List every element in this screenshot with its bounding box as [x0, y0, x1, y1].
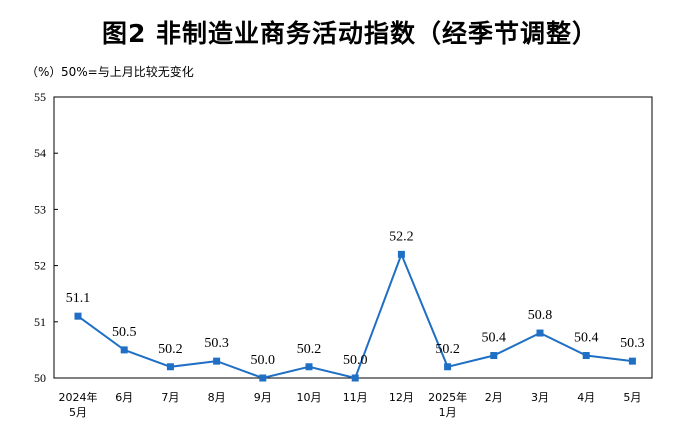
y-tick-label: 55 — [34, 90, 46, 104]
x-tick-label-line: 7月 — [161, 391, 179, 404]
data-labels: 51.1 50.5 50.2 50.3 50.0 50.2 50.0 52.2 50.2 50.4… — [66, 229, 645, 368]
x-tick-label: 5月 — [623, 391, 641, 404]
data-point-marker — [259, 374, 267, 382]
baseline-note: 50%=与上月比较无变化 — [61, 65, 194, 79]
x-tick-label-line: 3月 — [531, 391, 549, 404]
data-point-marker — [351, 374, 359, 382]
y-axis-ticks: 50 51 52 53 54 55 — [34, 90, 58, 385]
data-point-marker — [582, 352, 590, 360]
x-tick-label-line: 12月 — [389, 391, 414, 404]
x-tick-label-line: 1月 — [439, 406, 457, 419]
data-label: 50.5 — [112, 325, 137, 340]
x-tick-label-line: 6月 — [115, 391, 133, 404]
series-markers — [74, 250, 636, 382]
x-tick-label: 10月 — [297, 391, 322, 404]
x-tick-label: 7月 — [161, 391, 179, 404]
data-point-marker — [305, 363, 313, 371]
data-label: 50.4 — [574, 331, 599, 346]
data-label: 50.0 — [343, 353, 368, 368]
data-point-marker — [74, 312, 82, 320]
x-tick-label: 2025年 1月 — [428, 390, 467, 419]
x-tick-label: 3月 — [531, 391, 549, 404]
x-tick-label-line: 10月 — [297, 391, 322, 404]
data-label: 50.3 — [620, 336, 645, 351]
y-tick-label: 53 — [34, 202, 46, 216]
x-axis-ticks: 2024年 5月 6月 7月 8月 9月 10月 11月 12月 2025年 1月 2月 3月 4月 5月 — [59, 390, 642, 419]
data-point-marker — [490, 352, 498, 360]
data-point-marker — [166, 363, 174, 371]
y-tick-label: 54 — [34, 146, 46, 160]
data-point-marker — [213, 357, 221, 365]
x-tick-label-line: 8月 — [208, 391, 226, 404]
x-tick-label: 9月 — [254, 391, 272, 404]
data-label: 51.1 — [66, 291, 91, 306]
y-tick-label: 52 — [34, 259, 46, 273]
chart-title: 图2 非制造业商务活动指数（经季节调整） — [101, 19, 599, 48]
data-label: 50.2 — [297, 342, 322, 357]
data-point-marker — [444, 363, 452, 371]
data-point-marker — [120, 346, 128, 354]
x-tick-label: 2月 — [485, 391, 503, 404]
x-tick-label-line: 2月 — [485, 391, 503, 404]
data-label: 52.2 — [389, 229, 414, 244]
data-label: 50.8 — [528, 308, 553, 323]
data-label: 50.2 — [435, 342, 460, 357]
x-tick-label: 11月 — [343, 391, 368, 404]
x-tick-label: 6月 — [115, 391, 133, 404]
data-point-marker — [628, 357, 636, 365]
data-point-marker — [536, 329, 544, 337]
x-tick-label-line: 2025年 — [428, 390, 467, 404]
x-tick-label: 12月 — [389, 391, 414, 404]
x-tick-label-line: 5月 — [69, 406, 87, 419]
y-axis-unit-label: （%） — [26, 65, 62, 79]
x-tick-label: 2024年 5月 — [59, 390, 98, 419]
x-tick-label: 4月 — [577, 391, 595, 404]
x-tick-label: 8月 — [208, 391, 226, 404]
data-point-marker — [397, 250, 405, 258]
x-tick-label-line: 2024年 — [59, 390, 98, 404]
x-tick-label-line: 5月 — [623, 391, 641, 404]
x-tick-label-line: 11月 — [343, 391, 368, 404]
y-tick-label: 50 — [34, 371, 46, 385]
data-label: 50.0 — [251, 353, 276, 368]
x-tick-label-line: 9月 — [254, 391, 272, 404]
data-label: 50.4 — [482, 331, 507, 346]
x-tick-label-line: 4月 — [577, 391, 595, 404]
data-label: 50.3 — [204, 336, 229, 351]
plot-frame — [53, 96, 653, 379]
y-tick-label: 51 — [34, 315, 46, 329]
data-label: 50.2 — [158, 342, 183, 357]
